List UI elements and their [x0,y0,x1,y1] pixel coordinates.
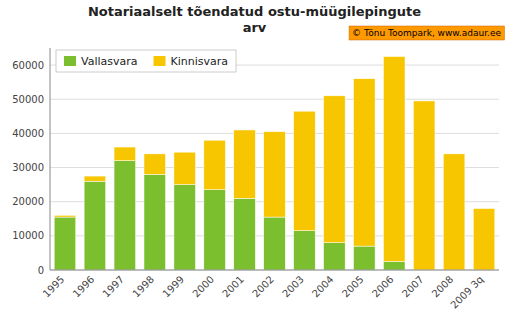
bar [354,246,376,270]
grid-line [50,270,499,271]
bar [354,79,376,246]
x-tick-label: 1996 [71,274,97,300]
bar [443,154,465,270]
bar [294,231,316,270]
bar [324,243,346,270]
bar [234,130,256,198]
x-axis [50,270,499,271]
x-tick-label: 1997 [100,274,126,300]
watermark-box [349,26,504,40]
legend: Vallasvara Kinnisvara [56,50,236,72]
bar [294,111,316,231]
x-tick-label: 2002 [250,274,276,300]
bar [264,132,286,217]
bar [174,152,196,184]
x-tick-label: 1998 [130,274,156,300]
y-grid [50,65,499,270]
bar [174,185,196,270]
chart: Notariaalselt tõendatud ostu-müügileping… [0,0,509,312]
bar [383,261,405,270]
y-tick-label: 0 [38,265,44,276]
bar [383,57,405,262]
bar [114,147,136,161]
bar [84,181,106,270]
series [54,57,495,270]
bar [54,217,76,270]
y-tick-label: 30000 [12,162,44,173]
y-tick-label: 60000 [12,60,44,71]
bars [54,57,495,270]
legend-label: Kinnisvara [171,55,229,68]
bar [84,176,106,181]
legend-swatch [64,56,76,66]
grid-line [50,99,499,100]
bar [204,190,226,270]
y-tick-label: 20000 [12,196,44,207]
bar [144,174,166,270]
bar [264,217,286,270]
bar [234,198,256,270]
x-tick-label: 2006 [370,274,396,300]
x-tick-label: 2001 [220,274,246,300]
bar [114,161,136,270]
bar [144,154,166,174]
legend-swatch [154,56,166,66]
watermark: © Tõnu Toompark, www.adaur.ee [349,26,504,40]
x-tick-label: 2004 [310,274,336,300]
y-tick-label: 10000 [12,230,44,241]
bar [473,209,495,270]
x-tick-label: 2005 [340,274,366,300]
bar [413,101,435,270]
x-tick-label: 2000 [190,274,216,300]
x-tick-label: 2003 [280,274,306,300]
x-tick-label: 2009 3q [448,274,485,311]
x-tick-label: 2007 [400,274,426,300]
bar [54,215,76,217]
bar [204,140,226,190]
series [54,161,405,270]
legend-frame [56,50,236,72]
bar [324,96,346,243]
legend-label: Vallasvara [81,55,138,68]
y-tick-label: 40000 [12,128,44,139]
x-tick-label: 1995 [41,274,67,300]
y-tick-label: 50000 [12,94,44,105]
y-axis [50,48,51,270]
x-tick-label: 2008 [430,274,456,300]
watermark-text: © Tõnu Toompark, www.adaur.ee [352,28,501,38]
x-tick-label: 1999 [160,274,186,300]
